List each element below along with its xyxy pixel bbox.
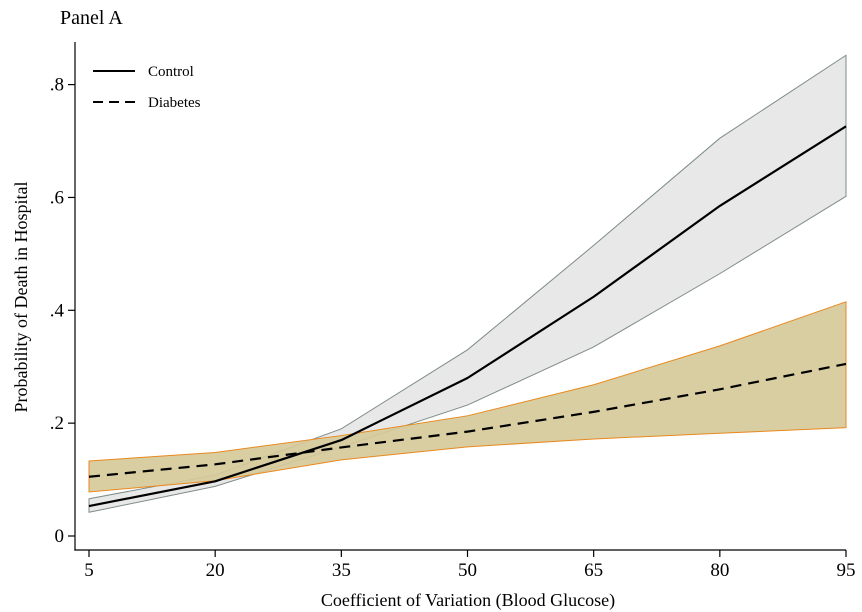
axes: 0 .2 .4 .6 .8 5 20 35 50 65 80 95 xyxy=(50,42,856,581)
x-tick-label: 65 xyxy=(584,560,603,581)
ci-band-diabetes xyxy=(88,301,847,493)
legend-label-diabetes: Diabetes xyxy=(148,95,201,111)
y-tick-label: 0 xyxy=(55,526,65,547)
series-line-diabetes xyxy=(88,362,847,478)
series-line-control xyxy=(88,125,847,508)
y-tick-label: .8 xyxy=(50,75,64,96)
x-tick-label: 95 xyxy=(837,560,856,581)
y-axis-title: Probability of Death in Hospital xyxy=(11,182,31,413)
x-tick-label: 5 xyxy=(84,560,94,581)
panel-title: Panel A xyxy=(60,7,123,29)
x-tick-label: 20 xyxy=(206,560,225,581)
x-tick-label: 50 xyxy=(458,560,477,581)
y-tick-label: .2 xyxy=(50,413,64,434)
y-tick-label: .6 xyxy=(50,187,64,208)
legend-label-control: Control xyxy=(148,64,194,80)
x-axis-title: Coefficient of Variation (Blood Glucose) xyxy=(321,590,615,611)
y-tick-label: .4 xyxy=(50,300,65,321)
x-tick-label: 80 xyxy=(710,560,729,581)
legend: Control Diabetes xyxy=(93,64,201,111)
x-tick-label: 35 xyxy=(332,560,351,581)
series-lines xyxy=(88,125,847,508)
confidence-bands xyxy=(88,54,847,513)
